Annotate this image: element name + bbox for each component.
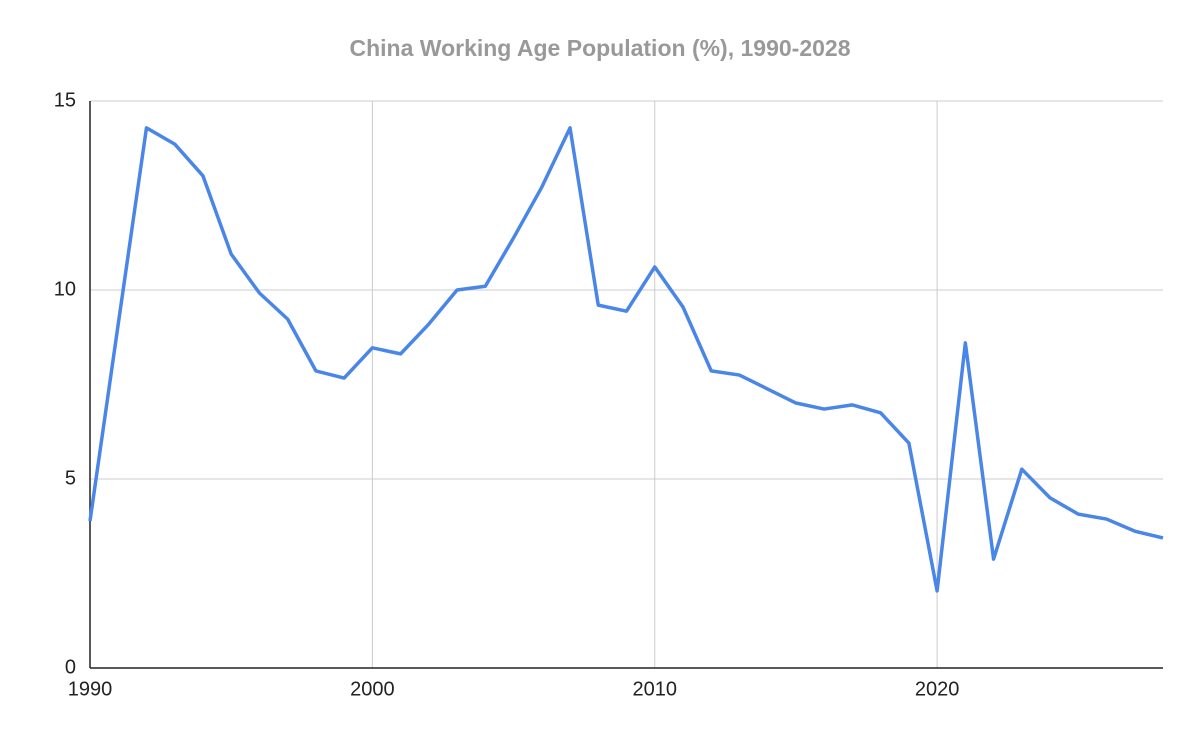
x-tick-label: 1990 <box>68 678 113 700</box>
y-tick-label: 0 <box>65 656 76 678</box>
x-tick-label: 2020 <box>915 678 960 700</box>
x-tick-label: 2000 <box>350 678 395 700</box>
y-tick-label: 5 <box>65 467 76 489</box>
y-tick-label: 10 <box>54 278 76 300</box>
x-tick-label: 2010 <box>632 678 677 700</box>
y-tick-label: 15 <box>54 89 76 111</box>
chart-title: China Working Age Population (%), 1990-2… <box>350 35 851 61</box>
data-line <box>88 126 1164 593</box>
